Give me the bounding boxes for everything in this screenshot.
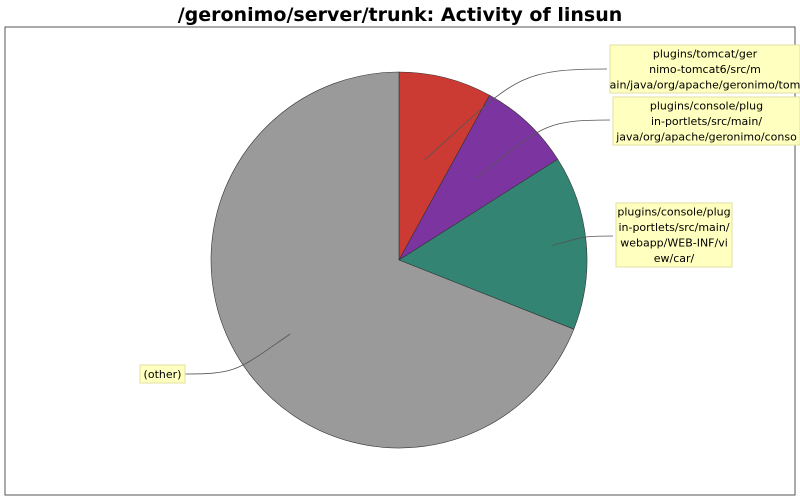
pie-slice: [210, 71, 575, 449]
callout-label: webapp/WEB-INF/vi: [620, 237, 728, 250]
callout-leader-line: [552, 235, 614, 246]
pie-slice: [398, 71, 490, 261]
callout-leader-line: [424, 68, 608, 161]
chart-title: /geronimo/server/trunk: Activity of lins…: [178, 4, 623, 26]
callout-label: plugins/console/plug: [650, 99, 763, 112]
callout-box: [609, 44, 800, 94]
callout-box: [139, 364, 186, 384]
slice-callouts: plugins/tomcat/ger nimo-tomcat6/src/m ain/…: [139, 44, 800, 384]
callout-box: [615, 202, 733, 268]
callout-label: java/org/apache/geronimo/conso: [615, 130, 797, 143]
callout-label: (other): [144, 368, 182, 381]
pie-slices: [210, 71, 588, 449]
pie-slice: [398, 94, 559, 261]
callout-label: plugins/console/plug: [617, 206, 730, 219]
callout-label: nimo-tomcat6/src/m: [649, 63, 761, 76]
callout-leader-line: [475, 119, 611, 179]
callout-label: plugins/tomcat/ger: [653, 47, 758, 60]
callout-leader-line: [184, 333, 291, 375]
callout-label: in-portlets/src/main/: [651, 115, 762, 128]
callout-box: [612, 96, 800, 146]
pie-slice: [398, 158, 588, 330]
callout-label: ew/car/: [654, 252, 695, 265]
callout-label: ain/java/org/apache/geronimo/tom: [610, 78, 800, 91]
callout-label: in-portlets/src/main/: [618, 221, 729, 234]
